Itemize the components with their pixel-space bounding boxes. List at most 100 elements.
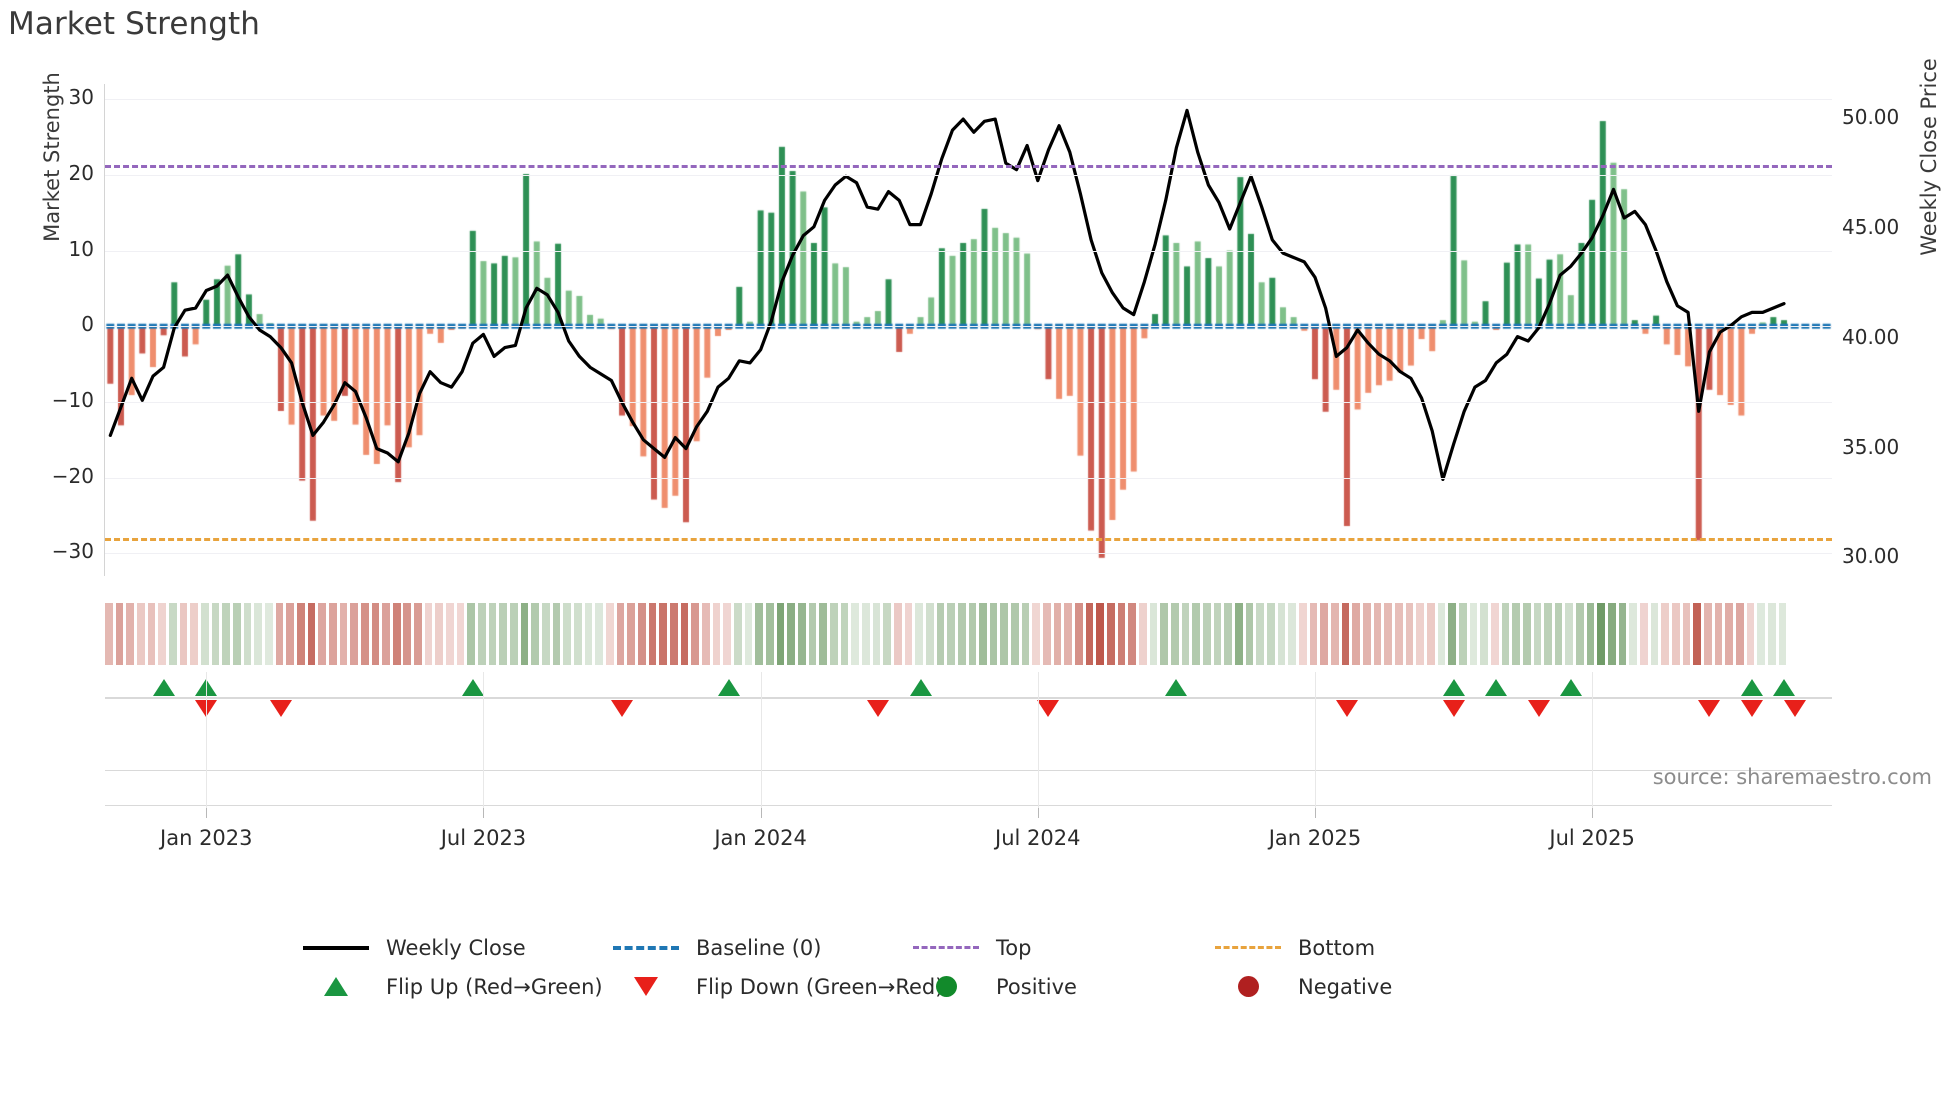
- heatmap-cell: [1011, 603, 1019, 665]
- heatmap-cell: [1096, 603, 1105, 665]
- heatmap-cell: [1458, 603, 1467, 665]
- flip-down-marker[interactable]: [269, 700, 292, 717]
- heatmap-cell: [1352, 603, 1360, 665]
- flip-up-marker[interactable]: [909, 679, 932, 696]
- heatmap-cell: [328, 603, 337, 665]
- heatmap-cell: [1416, 603, 1424, 665]
- legend-item-top[interactable]: Top: [910, 928, 1031, 967]
- heatmap-cell: [1181, 603, 1190, 665]
- flip-down-marker[interactable]: [1037, 700, 1060, 717]
- right-axis-tick-label: 35.00: [1842, 434, 1900, 459]
- flip-axis-line: [105, 697, 1832, 699]
- heatmap-cell: [552, 603, 561, 665]
- heatmap-cell: [222, 603, 230, 665]
- heatmap-cell: [1107, 603, 1115, 665]
- heatmap-cell: [1682, 603, 1691, 665]
- flip-up-marker[interactable]: [1741, 679, 1764, 696]
- left-axis-tick-label: −10: [51, 387, 94, 412]
- circle-icon: [1212, 976, 1284, 997]
- legend-row-1: Weekly Close Baseline (0) Top Bottom: [300, 928, 1640, 967]
- x-axis-tick-label: Jan 2023: [160, 826, 253, 850]
- heatmap-cell: [1426, 603, 1435, 665]
- panel-separator: [1037, 672, 1039, 808]
- heatmap-cell: [1746, 603, 1755, 665]
- legend-item-weekly-close[interactable]: Weekly Close: [300, 928, 526, 967]
- gridline: [105, 250, 1832, 252]
- gridline: [105, 553, 1832, 555]
- heatmap-cell: [158, 603, 166, 665]
- flip-up-marker[interactable]: [717, 679, 740, 696]
- flip-down-marker[interactable]: [1335, 700, 1358, 717]
- heatmap-cell: [1565, 603, 1574, 665]
- flip-down-marker[interactable]: [1527, 700, 1550, 717]
- flip-up-marker[interactable]: [1485, 679, 1508, 696]
- flip-down-marker[interactable]: [1783, 700, 1806, 717]
- heatmap-cell: [691, 603, 699, 665]
- heatmap-cell: [1554, 603, 1563, 665]
- heatmap-cell: [168, 603, 177, 665]
- gridline: [105, 99, 1832, 101]
- strength-heatmap-strip: [105, 603, 1832, 665]
- heatmap-cell: [925, 603, 934, 665]
- heatmap-cell: [414, 603, 422, 665]
- heatmap-cell: [872, 603, 881, 665]
- flip-up-marker[interactable]: [461, 679, 484, 696]
- gridline: [105, 174, 1832, 176]
- flip-down-marker[interactable]: [1741, 700, 1764, 717]
- heatmap-cell: [1586, 603, 1595, 665]
- heatmap-cell: [200, 603, 209, 665]
- heatmap-cell: [584, 603, 593, 665]
- left-axis-tick-label: 0: [81, 312, 94, 337]
- flip-up-marker[interactable]: [152, 679, 175, 696]
- heatmap-cell: [1085, 603, 1094, 665]
- heatmap-cell: [232, 603, 241, 665]
- flip-up-marker[interactable]: [1442, 679, 1465, 696]
- heatmap-cell: [190, 603, 198, 665]
- heatmap-cell: [254, 603, 262, 665]
- heatmap-cell: [574, 603, 582, 665]
- legend-item-bottom[interactable]: Bottom: [1212, 928, 1375, 967]
- heatmap-cell: [136, 603, 145, 665]
- heatmap-cell: [1725, 603, 1734, 665]
- flip-up-marker[interactable]: [1559, 679, 1582, 696]
- legend-item-negative[interactable]: Negative: [1212, 967, 1392, 1006]
- heatmap-cell: [1405, 603, 1414, 665]
- flip-down-marker[interactable]: [866, 700, 889, 717]
- heatmap-cell: [851, 603, 859, 665]
- heatmap-cell: [1768, 603, 1776, 665]
- heatmap-cell: [478, 603, 486, 665]
- x-axis-tick-mark: [483, 806, 485, 818]
- bottom-axis-line-2: [105, 805, 1832, 806]
- heatmap-cell: [915, 603, 923, 665]
- heatmap-cell: [147, 603, 156, 665]
- flip-down-marker[interactable]: [1698, 700, 1721, 717]
- legend-item-positive[interactable]: Positive: [910, 967, 1077, 1006]
- flip-down-marker[interactable]: [611, 700, 634, 717]
- heatmap-cell: [105, 603, 113, 665]
- legend-item-baseline[interactable]: Baseline (0): [610, 928, 821, 967]
- heatmap-cell: [1736, 603, 1744, 665]
- heatmap-cell: [510, 603, 518, 665]
- legend-item-flip-down[interactable]: Flip Down (Green→Red): [610, 967, 943, 1006]
- heatmap-cell: [531, 603, 540, 665]
- heatmap-cell: [1490, 603, 1499, 665]
- flip-up-marker[interactable]: [1165, 679, 1188, 696]
- heatmap-cell: [765, 603, 774, 665]
- heatmap-cell: [1330, 603, 1339, 665]
- flip-down-marker[interactable]: [1442, 700, 1465, 717]
- main-plot-area: [105, 84, 1832, 576]
- heatmap-cell: [1320, 603, 1328, 665]
- heatmap-cell: [840, 603, 849, 665]
- heatmap-cell: [595, 603, 604, 665]
- heatmap-cell: [723, 603, 731, 665]
- heatmap-cell: [1704, 603, 1712, 665]
- heatmap-cell: [424, 603, 433, 665]
- right-axis-title: Weekly Close Price: [1917, 58, 1941, 256]
- heatmap-cell: [733, 603, 742, 665]
- heatmap-cell: [264, 603, 273, 665]
- heatmap-cell: [1629, 603, 1638, 665]
- heatmap-cell: [947, 603, 955, 665]
- flip-up-marker[interactable]: [1773, 679, 1796, 696]
- legend-item-flip-up[interactable]: Flip Up (Red→Green): [300, 967, 603, 1006]
